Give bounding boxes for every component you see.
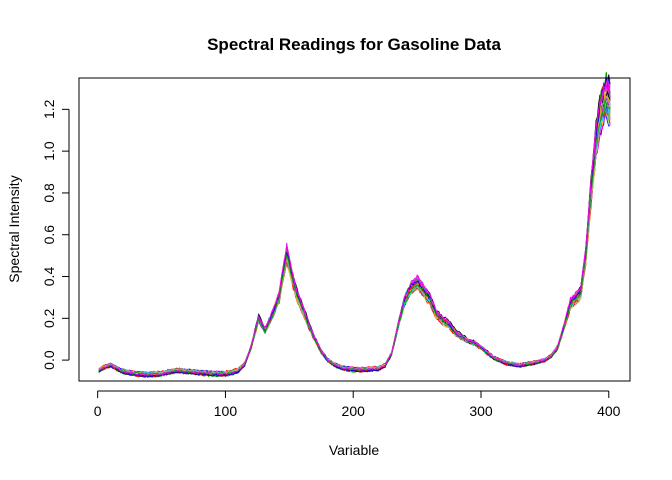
spectrum-series-line (98, 94, 611, 377)
spectrum-series-line (98, 103, 611, 376)
spectrum-series-line (98, 107, 611, 376)
spectrum-series-line (98, 97, 611, 375)
spectrum-series-line (98, 86, 611, 377)
spectrum-series-line (98, 90, 611, 377)
spectrum-series-line (98, 88, 611, 377)
spectrum-series-line (98, 76, 611, 378)
spectrum-series-line (98, 99, 611, 375)
spectrum-series-line (98, 71, 611, 378)
spectrum-series-line (98, 104, 611, 375)
spectrum-series-line (98, 91, 611, 377)
spectrum-series-line (98, 94, 611, 377)
spectrum-series-line (98, 102, 611, 377)
x-axis: 0 100 200 300 400 (94, 390, 621, 419)
spectrum-series-line (98, 97, 611, 375)
spectrum-series-line (98, 112, 611, 374)
spectrum-series-line (98, 80, 611, 376)
spectrum-series-line (98, 103, 611, 376)
spectrum-series-line (98, 97, 611, 375)
spectrum-series-line (98, 98, 611, 376)
y-tick-label: 0.8 (41, 183, 57, 203)
y-tick-label: 1.0 (41, 141, 57, 161)
spectrum-series-line (98, 76, 611, 378)
spectrum-series-line (98, 103, 611, 376)
spectrum-series-line (98, 101, 611, 376)
spectrum-series-line (98, 87, 611, 376)
spectrum-series-line (98, 95, 611, 375)
spectrum-series-line (98, 96, 611, 376)
y-tick-label: 0.6 (41, 225, 57, 245)
spectrum-series-line (98, 77, 611, 376)
y-tick-label: 0.4 (41, 267, 57, 287)
spectrum-series-line (98, 84, 611, 375)
x-tick-label: 400 (597, 403, 621, 419)
y-tick-label: 0.0 (41, 350, 57, 370)
x-tick-label: 200 (342, 403, 366, 419)
spectrum-series-line (98, 112, 611, 375)
spectrum-series-line (98, 80, 611, 376)
spectrum-series-line (98, 97, 611, 376)
spectrum-series-line (98, 102, 611, 377)
spectrum-series-line (98, 97, 611, 375)
spectrum-series-line (98, 95, 611, 377)
spectrum-series-line (98, 87, 611, 375)
spectrum-series-line (98, 81, 611, 377)
spectrum-series-line (98, 90, 611, 378)
spectrum-series-line (98, 101, 611, 376)
spectrum-series-line (98, 80, 611, 378)
plot-frame (78, 77, 631, 382)
spectrum-series-line (98, 91, 611, 376)
y-tick-label: 1.2 (41, 99, 57, 119)
spectrum-series-line (98, 104, 611, 375)
y-tick-label: 0.2 (41, 308, 57, 328)
spectrum-series-line (98, 84, 611, 376)
spectrum-series-line (98, 84, 611, 376)
spectrum-series-line (98, 103, 611, 375)
y-axis-title: Spectral Intensity (6, 175, 22, 282)
spectrum-series-line (98, 85, 611, 377)
spectrum-series-line (98, 93, 611, 376)
spectrum-series-line (98, 72, 611, 376)
x-tick-label: 100 (214, 403, 238, 419)
spectrum-series-line (98, 84, 611, 376)
y-axis: 0.0 0.2 0.4 0.6 0.8 1.0 1.2 (41, 99, 70, 370)
spectrum-series-line (98, 109, 611, 377)
spectrum-series-line (98, 98, 611, 375)
spectrum-series-line (98, 83, 611, 377)
spectrum-series-line (98, 90, 611, 377)
chart-title: Spectral Readings for Gasoline Data (207, 35, 501, 54)
spectrum-series-line (98, 77, 611, 378)
spectrum-series-line (98, 84, 611, 378)
x-tick-label: 300 (469, 403, 493, 419)
spectrum-series-line (98, 101, 611, 375)
x-axis-title: Variable (329, 442, 380, 458)
x-tick-label: 0 (94, 403, 102, 419)
spectrum-series-line (98, 79, 611, 378)
spectrum-series-line (98, 76, 611, 378)
spectral-series-group (98, 71, 611, 378)
spectrum-series-line (98, 82, 611, 376)
spectrum-series-line (98, 79, 611, 378)
spectrum-series-line (98, 79, 611, 377)
